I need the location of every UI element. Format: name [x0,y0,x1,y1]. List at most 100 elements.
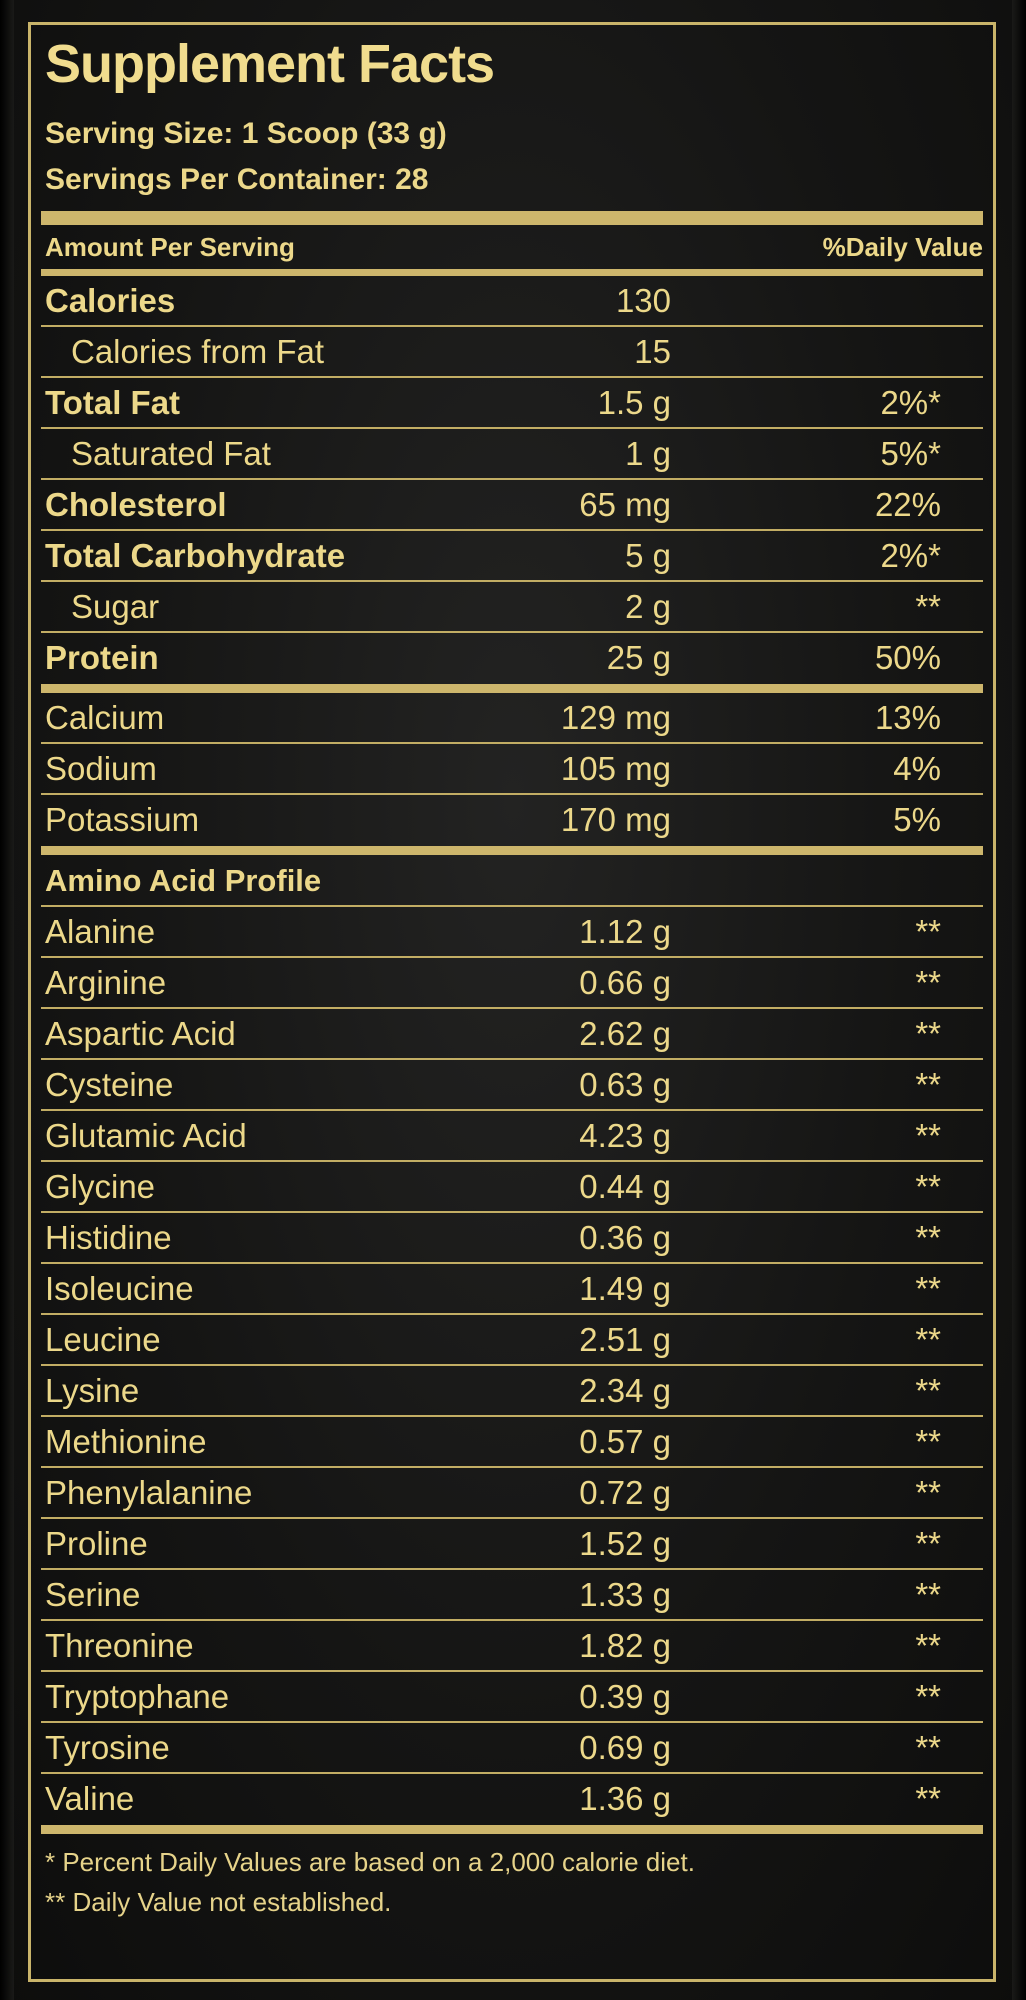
nutrient-daily-value: ** [915,1474,941,1511]
nutrient-name: Proline [45,1525,148,1562]
table-row: Saturated Fat 1 g 5%* [41,429,983,480]
nutrient-rows: Calories 130 Calories from Fat 15 Total Fat 1… [41,276,983,684]
table-row: Serine 1.33 g ** [41,1570,983,1621]
table-row: Total Fat 1.5 g 2%* [41,378,983,429]
nutrient-amount: 1.52 g [579,1525,671,1562]
amount-header-row: Amount Per Serving %Daily Value [41,227,983,267]
nutrient-amount: 5 g [625,537,671,574]
nutrient-name: Calories [45,282,176,319]
table-row: Phenylalanine 0.72 g ** [41,1468,983,1519]
daily-value-label: %Daily Value [822,232,983,262]
nutrient-amount: 2.51 g [579,1321,671,1358]
nutrient-amount: 1.33 g [579,1576,671,1613]
nutrient-name: Glutamic Acid [45,1117,247,1154]
mineral-rows: Calcium 129 mg 13% Sodium 105 mg 4% Potassium 1… [41,693,983,846]
nutrient-amount: 1.49 g [579,1270,671,1307]
table-row: Glycine 0.44 g ** [41,1162,983,1213]
nutrient-name: Tryptophane [45,1678,230,1715]
nutrient-name: Calories from Fat [71,333,325,370]
nutrient-name: Methionine [45,1423,207,1460]
table-row: Valine 1.36 g ** [41,1774,983,1825]
table-row: Cholesterol 65 mg 22% [41,480,983,531]
nutrient-name: Potassium [45,801,200,838]
table-row: Total Carbohydrate 5 g 2%* [41,531,983,582]
nutrient-name: Histidine [45,1219,172,1256]
nutrient-amount: 0.69 g [579,1729,671,1766]
nutrient-amount: 65 mg [579,486,671,523]
nutrient-amount: 0.44 g [579,1168,671,1205]
nutrient-name: Isoleucine [45,1270,194,1307]
nutrient-daily-value: 5% [893,801,941,838]
nutrient-daily-value: ** [915,588,941,625]
nutrient-name: Valine [45,1780,135,1817]
nutrient-daily-value: 4% [893,750,941,787]
table-row: Arginine 0.66 g ** [41,958,983,1009]
table-row: Methionine 0.57 g ** [41,1417,983,1468]
nutrient-daily-value: ** [915,1678,941,1715]
divider-amino [41,846,983,855]
nutrient-daily-value: ** [915,1525,941,1562]
nutrient-name: Total Carbohydrate [45,537,346,574]
nutrient-name: Glycine [45,1168,156,1205]
nutrient-name: Alanine [45,913,156,950]
table-row: Aspartic Acid 2.62 g ** [41,1009,983,1060]
nutrient-daily-value: ** [915,1576,941,1613]
nutrient-daily-value: ** [915,1321,941,1358]
nutrient-table: Calories 130 Calories from Fat 15 Total Fat 1… [41,276,983,1834]
nutrient-amount: 1 g [625,435,671,472]
nutrient-daily-value: ** [915,1117,941,1154]
nutrient-name: Tyrosine [45,1729,170,1766]
table-row: Proline 1.52 g ** [41,1519,983,1570]
table-row: Cysteine 0.63 g ** [41,1060,983,1111]
table-row: Tryptophane 0.39 g ** [41,1672,983,1723]
nutrient-amount: 0.63 g [579,1066,671,1103]
nutrient-daily-value: 22% [874,486,941,523]
nutrient-name: Calcium [45,699,165,736]
nutrient-amount: 129 mg [560,699,671,736]
divider-footnotes [41,1825,983,1834]
nutrient-amount: 1.5 g [597,384,671,421]
nutrient-daily-value: ** [915,1780,941,1817]
nutrient-name: Saturated Fat [71,435,271,472]
amount-per-serving-label: Amount Per Serving [45,232,295,262]
divider-minerals [41,684,983,693]
nutrient-daily-value: 2%* [880,537,941,574]
amino-acid-rows: Alanine 1.12 g ** Arginine 0.66 g ** Aspartic … [41,907,983,1825]
nutrient-amount: 4.23 g [579,1117,671,1154]
table-row: Sugar 2 g ** [41,582,983,633]
nutrient-daily-value: ** [915,1168,941,1205]
nutrient-name: Arginine [45,964,167,1001]
nutrient-daily-value: 50% [874,639,941,676]
nutrient-name: Threonine [45,1627,194,1664]
serving-size: Serving Size: 1 Scoop (33 g) [45,117,447,150]
nutrient-name: Cholesterol [45,486,227,523]
table-row: Protein 25 g 50% [41,633,983,684]
nutrient-amount: 105 mg [560,750,671,787]
table-row: Threonine 1.82 g ** [41,1621,983,1672]
table-row: Tyrosine 0.69 g ** [41,1723,983,1774]
table-row: Histidine 0.36 g ** [41,1213,983,1264]
facts-panel: Supplement Facts Serving Size: 1 Scoop (… [28,22,996,1982]
nutrient-amount: 0.72 g [579,1474,671,1511]
table-row: Isoleucine 1.49 g ** [41,1264,983,1315]
nutrient-daily-value: 2%* [880,384,941,421]
nutrient-name: Phenylalanine [45,1474,253,1511]
table-row: Potassium 170 mg 5% [41,795,983,846]
nutrient-amount: 0.66 g [579,964,671,1001]
table-row: Calories 130 [41,276,983,327]
nutrient-name: Protein [45,639,159,676]
nutrient-name: Cysteine [45,1066,174,1103]
nutrient-amount: 130 [615,282,671,319]
nutrient-daily-value: 5%* [880,435,941,472]
nutrient-name: Sugar [71,588,160,625]
nutrient-amount: 25 g [606,639,671,676]
label-edge-right [1012,0,1026,2000]
table-row: Calcium 129 mg 13% [41,693,983,744]
nutrient-daily-value: ** [915,1270,941,1307]
nutrient-name: Lysine [45,1372,140,1409]
footnote-not-established: ** Daily Value not established. [45,1887,392,1917]
nutrient-amount: 1.36 g [579,1780,671,1817]
nutrient-amount: 170 mg [560,801,671,838]
nutrient-amount: 2 g [625,588,671,625]
